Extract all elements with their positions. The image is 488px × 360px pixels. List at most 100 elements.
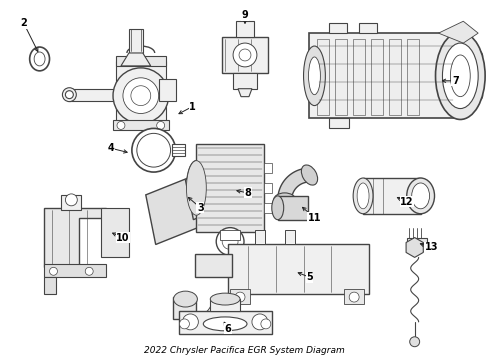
Circle shape <box>113 68 168 123</box>
Bar <box>406 39 418 114</box>
Circle shape <box>239 49 250 61</box>
Polygon shape <box>438 21 477 43</box>
Polygon shape <box>230 289 249 304</box>
Circle shape <box>182 314 198 330</box>
Polygon shape <box>309 33 457 118</box>
Circle shape <box>131 86 150 105</box>
Polygon shape <box>264 203 271 213</box>
Bar <box>370 39 382 114</box>
Circle shape <box>251 314 267 330</box>
Circle shape <box>49 267 57 275</box>
Polygon shape <box>222 37 267 73</box>
Bar <box>236 21 253 37</box>
Polygon shape <box>328 118 348 129</box>
Ellipse shape <box>406 178 434 214</box>
Ellipse shape <box>308 57 320 95</box>
Circle shape <box>85 267 93 275</box>
Ellipse shape <box>210 293 240 305</box>
Ellipse shape <box>271 196 283 220</box>
Polygon shape <box>43 208 106 267</box>
Text: 2: 2 <box>20 18 27 28</box>
Circle shape <box>117 121 124 129</box>
Polygon shape <box>61 195 81 210</box>
Circle shape <box>122 78 158 113</box>
Polygon shape <box>254 230 264 244</box>
Ellipse shape <box>303 46 325 105</box>
Polygon shape <box>233 73 256 89</box>
Circle shape <box>222 234 238 249</box>
Ellipse shape <box>352 178 372 214</box>
Ellipse shape <box>435 32 484 120</box>
Text: 3: 3 <box>197 203 203 213</box>
Circle shape <box>179 319 189 329</box>
Polygon shape <box>284 230 294 244</box>
Text: 10: 10 <box>116 233 129 243</box>
Text: 5: 5 <box>305 272 312 282</box>
Circle shape <box>260 319 270 329</box>
Ellipse shape <box>203 317 246 331</box>
Text: 2022 Chrysler Pacifica EGR System Diagram: 2022 Chrysler Pacifica EGR System Diagra… <box>143 346 344 355</box>
Bar <box>352 39 365 114</box>
Polygon shape <box>145 175 205 244</box>
Text: 13: 13 <box>424 243 437 252</box>
Polygon shape <box>43 264 106 277</box>
Polygon shape <box>196 144 264 231</box>
Ellipse shape <box>442 43 477 109</box>
Polygon shape <box>264 163 271 173</box>
Circle shape <box>65 194 77 206</box>
Bar <box>171 144 185 156</box>
Polygon shape <box>172 297 196 319</box>
Polygon shape <box>264 183 271 193</box>
Bar <box>317 39 328 114</box>
Polygon shape <box>220 230 240 239</box>
Circle shape <box>216 228 244 255</box>
Polygon shape <box>158 79 175 100</box>
Ellipse shape <box>30 47 49 71</box>
Ellipse shape <box>132 129 175 172</box>
Polygon shape <box>185 165 228 220</box>
Polygon shape <box>328 23 346 33</box>
Polygon shape <box>129 29 142 53</box>
Polygon shape <box>113 121 168 130</box>
Ellipse shape <box>449 55 469 96</box>
Ellipse shape <box>301 165 317 185</box>
Text: 6: 6 <box>224 324 231 334</box>
Ellipse shape <box>411 183 428 209</box>
Polygon shape <box>121 53 150 66</box>
Polygon shape <box>358 23 376 33</box>
Ellipse shape <box>173 291 197 307</box>
Text: 9: 9 <box>241 10 248 20</box>
Polygon shape <box>344 289 364 304</box>
Polygon shape <box>238 89 251 96</box>
Ellipse shape <box>34 52 45 66</box>
Polygon shape <box>195 255 232 277</box>
Polygon shape <box>277 168 309 200</box>
Polygon shape <box>116 61 165 125</box>
Polygon shape <box>406 238 426 251</box>
Ellipse shape <box>137 133 170 167</box>
Ellipse shape <box>186 161 206 215</box>
Text: 4: 4 <box>107 143 114 153</box>
Text: 11: 11 <box>307 213 321 223</box>
Text: 7: 7 <box>451 76 458 86</box>
Text: 8: 8 <box>244 188 251 198</box>
Polygon shape <box>178 311 271 334</box>
Ellipse shape <box>62 88 76 102</box>
Polygon shape <box>277 196 307 220</box>
Polygon shape <box>362 178 420 214</box>
Ellipse shape <box>356 183 368 209</box>
Circle shape <box>348 292 358 302</box>
Polygon shape <box>101 208 129 257</box>
Polygon shape <box>43 277 56 294</box>
Ellipse shape <box>273 193 295 207</box>
Polygon shape <box>405 238 423 257</box>
Circle shape <box>409 337 419 347</box>
Circle shape <box>156 121 164 129</box>
Polygon shape <box>210 299 240 311</box>
Circle shape <box>233 43 256 67</box>
Polygon shape <box>228 244 368 294</box>
Ellipse shape <box>65 91 73 99</box>
Text: 1: 1 <box>189 102 195 112</box>
Polygon shape <box>69 89 116 100</box>
Text: 12: 12 <box>399 197 413 207</box>
